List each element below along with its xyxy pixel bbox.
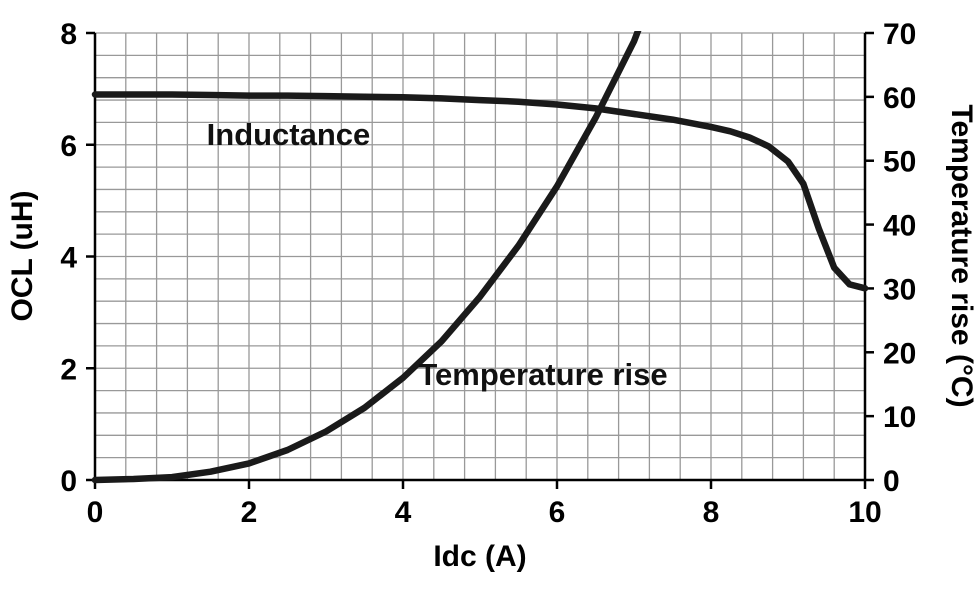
series-line-temperature-rise (91, 31, 642, 484)
x-axis-tick-label: 2 (241, 496, 258, 529)
right-axis-tick-label: 40 (883, 210, 916, 243)
right-axis-tick-label: 30 (883, 273, 916, 306)
x-axis-tick-label: 10 (848, 496, 881, 529)
left-axis-title: OCL (uH) (6, 190, 39, 321)
left-axis-tick-label: 8 (60, 18, 77, 51)
left-axis-tick-label: 4 (60, 242, 77, 275)
series-line-inductance (91, 91, 869, 292)
left-axis-tick-label: 6 (60, 130, 77, 163)
right-axis-tick-label: 70 (883, 18, 916, 51)
right-axis-tick-label: 60 (883, 82, 916, 115)
x-axis-tick-label: 8 (703, 496, 720, 529)
right-axis-tick-label: 0 (883, 465, 900, 498)
x-axis-tick-label: 0 (87, 496, 104, 529)
right-axis-tick-label: 50 (883, 146, 916, 179)
right-axis-tick-label: 10 (883, 401, 916, 434)
x-axis-tick-label: 4 (395, 496, 412, 529)
right-axis-tick-label: 20 (883, 337, 916, 370)
series-layer (91, 31, 869, 484)
x-axis-title: Idc (A) (433, 540, 526, 573)
grid-layer (94, 32, 866, 481)
axes (86, 31, 874, 489)
x-axis-tick-label: 6 (549, 496, 566, 529)
series-label-temperature-rise: Temperature rise (418, 357, 667, 392)
left-axis-tick-label: 2 (60, 353, 77, 386)
right-axis-title: Temperature rise (°C) (945, 104, 978, 407)
left-axis-tick-label: 0 (60, 465, 77, 498)
series-label-inductance: Inductance (207, 117, 371, 152)
